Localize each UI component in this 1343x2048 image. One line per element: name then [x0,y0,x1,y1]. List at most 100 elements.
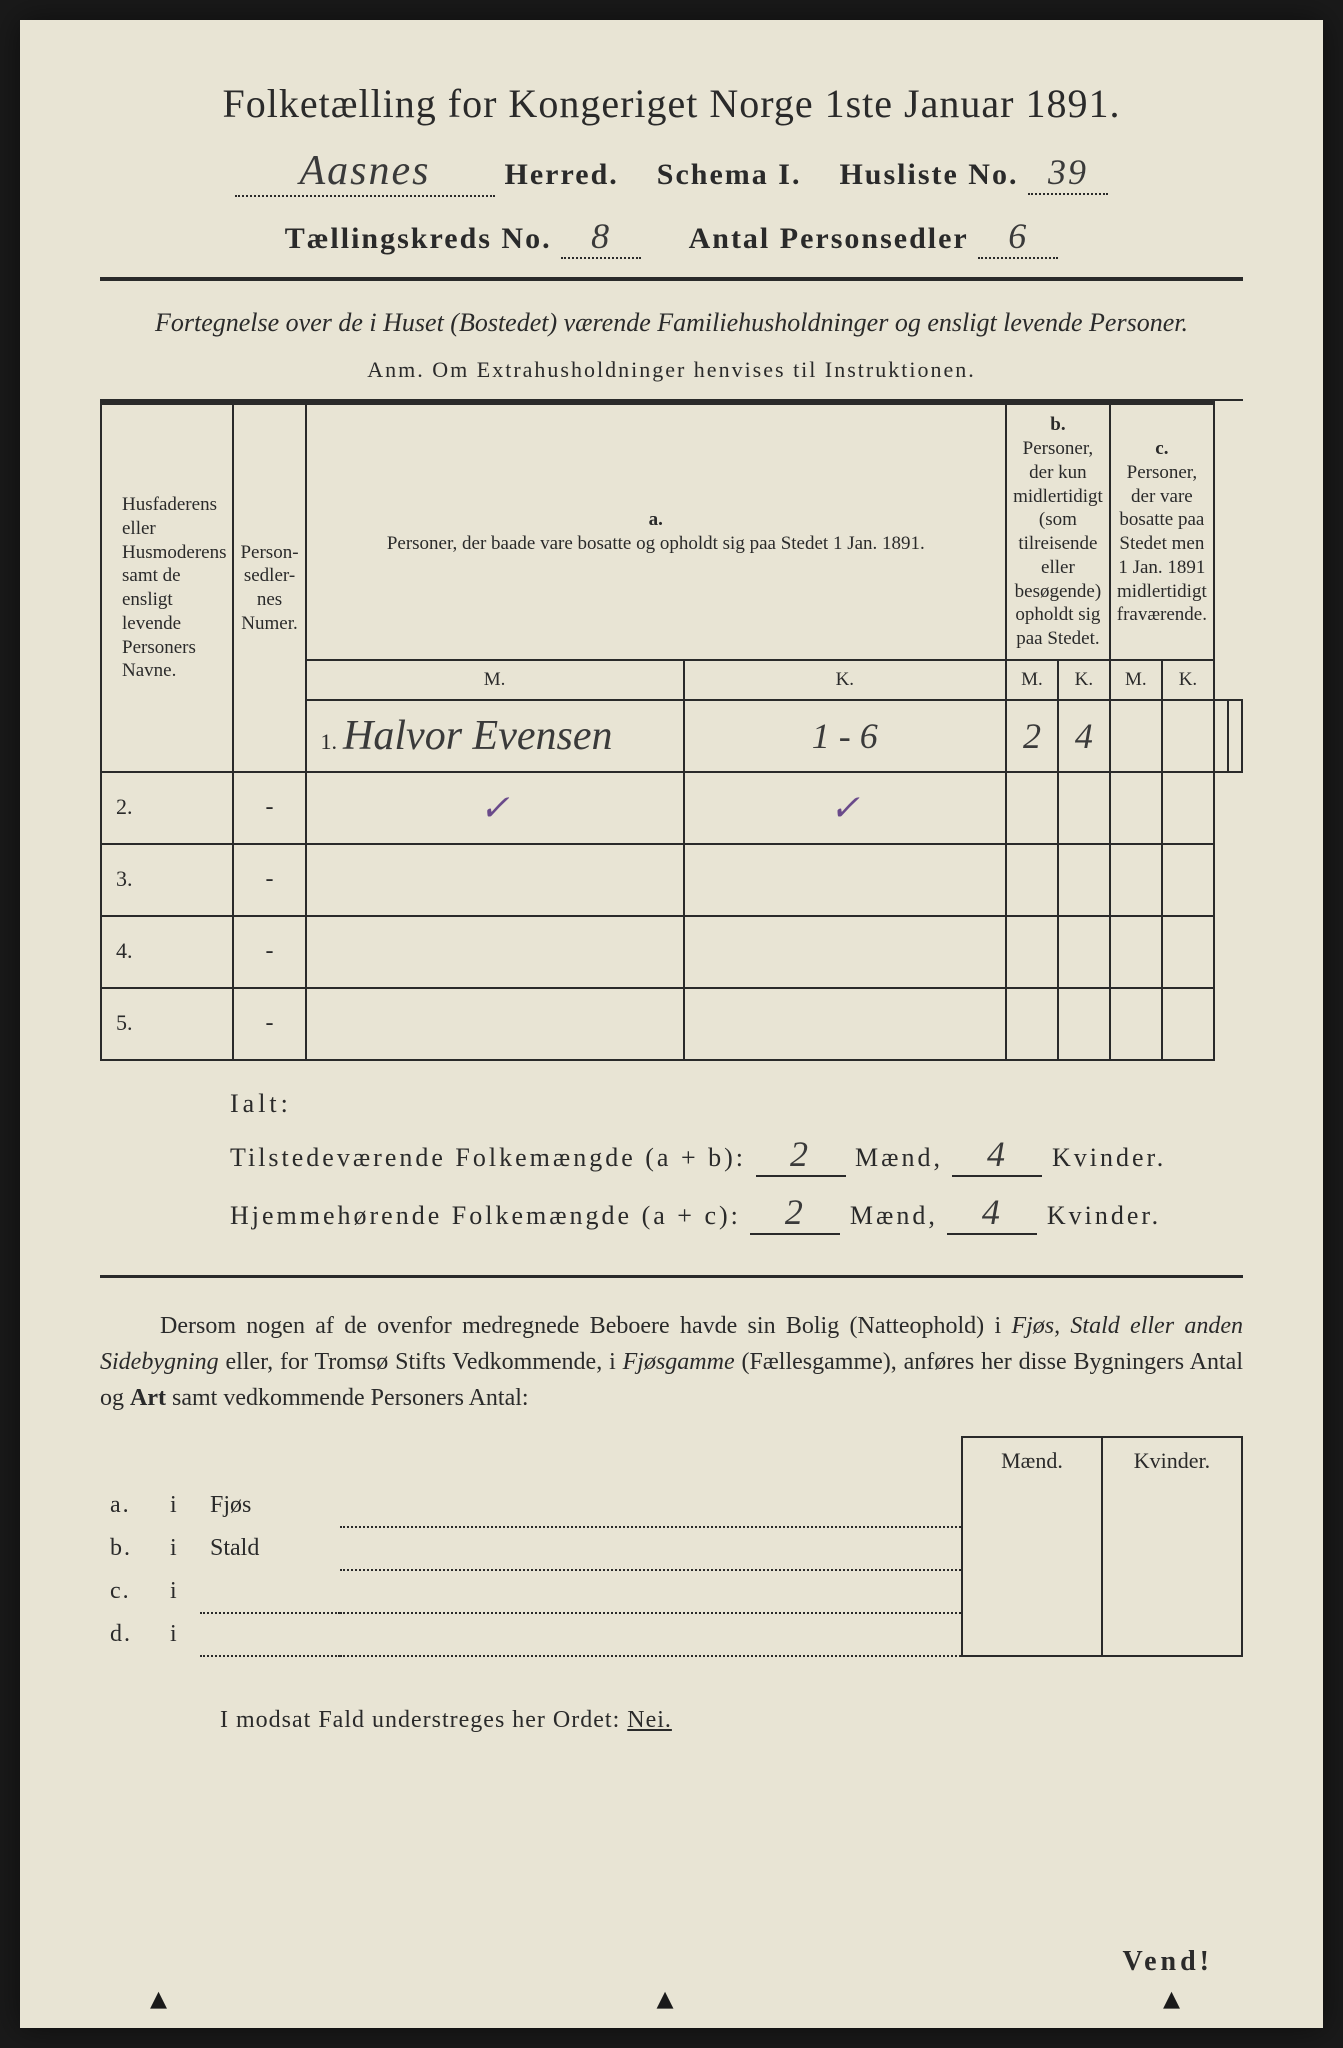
para-bold: Art [130,1385,166,1411]
divider [100,277,1243,281]
totals-label: Hjemmehørende Folkemængde (a + c): [230,1201,741,1230]
totals-row-resident: Hjemmehørende Folkemængde (a + c): 2 Mæn… [230,1191,1243,1235]
totals-m-value: 2 [790,1134,811,1174]
page-title: Folketælling for Kongeriget Norge 1ste J… [100,80,1243,127]
col-b-k: K. [1058,660,1110,700]
bt-m-cell [962,1570,1102,1613]
col-c-text: Personer, der vare bosatte paa Stedet me… [1117,462,1207,626]
row-num: - [233,988,305,1060]
totals-k-value: 4 [982,1192,1003,1232]
kvinder-label: Kvinder. [1052,1143,1166,1172]
bt-dots [200,1613,962,1656]
bt-m-cell [962,1527,1102,1570]
kreds-value: 8 [591,216,611,256]
cell-value [1110,772,1162,844]
cell-value: ✓ [830,788,860,828]
col-a-m: M. [306,660,684,700]
row-index: 1. [321,729,338,754]
cell-value: 2 [1023,716,1041,756]
cell-value [1058,772,1110,844]
row-num: 1 - 6 [812,716,878,756]
para-text: samt vedkommende Personers Antal: [166,1385,529,1411]
cell-value [1006,772,1058,844]
cell-value [1162,700,1214,772]
bt-dots [200,1570,962,1613]
bt-dots [340,1527,962,1570]
husliste-label: Husliste No. [839,158,1018,191]
bt-m-cell [962,1484,1102,1527]
kvinder-label: Kvinder. [1047,1201,1161,1230]
list-item: a. i Fjøs [100,1484,1242,1527]
bt-k-cell [1102,1527,1242,1570]
antal-label: Antal Personsedler [689,222,969,255]
col-b-text: Personer, der kun midlertidigt (som tilr… [1013,438,1103,649]
para-text: eller, for Tromsø Stifts Vedkommende, i [219,1349,623,1375]
bt-k-cell [1102,1613,1242,1656]
bt-k-cell [1102,1570,1242,1613]
totals-row-present: Tilstedeværende Folkemængde (a + b): 2 M… [230,1133,1243,1177]
maend-label: Mænd, [855,1143,943,1172]
header-line-2: Tællingskreds No. 8 Antal Personsedler 6 [100,215,1243,259]
row-index: 2. [116,794,133,819]
nei-text: I modsat Fald understreges her Ordet: [220,1707,627,1733]
subtitle: Fortegnelse over de i Huset (Bostedet) v… [100,305,1243,341]
col-header-b: b. Personer, der kun midlertidigt (som t… [1006,403,1110,660]
cell-value [1214,700,1228,772]
nei-line: I modsat Fald understreges her Ordet: Ne… [100,1707,1243,1734]
header-line-1: Aasnes Herred. Schema I. Husliste No. 39 [100,147,1243,197]
punch-mark-icon: ▴ [1163,1978,1193,2008]
cell-value: ✓ [479,788,509,828]
bt-dots [340,1484,962,1527]
col-header-a: a. Personer, der baade vare bosatte og o… [306,403,1007,660]
table-row: 3. - [101,844,1242,916]
vend-label: Vend! [1122,1946,1213,1978]
antal-value: 6 [1008,216,1028,256]
table-row: 4. - [101,916,1242,988]
col-b-m: M. [1006,660,1058,700]
bt-i: i [160,1570,200,1613]
col-header-names: Husfaderens eller Husmoderens samt de en… [101,403,233,772]
bt-kvinder-header: Kvinder. [1102,1437,1242,1484]
cell-value [1228,700,1242,772]
husliste-value: 39 [1048,152,1088,192]
col-a-text: Personer, der baade vare bosatte og opho… [387,533,925,554]
bt-i: i [160,1527,200,1570]
col-a-k: K. [684,660,1007,700]
cell-value [1162,772,1214,844]
table-row: 5. - [101,988,1242,1060]
row-name: Halvor Evensen [343,713,612,759]
schema-label: Schema I. [657,158,802,191]
cell-value [1110,700,1162,772]
maend-label: Mænd, [850,1201,938,1230]
household-table: Husfaderens eller Husmoderens samt de en… [100,401,1243,1061]
bt-maend-header: Mænd. [962,1437,1102,1484]
totals-k-value: 4 [987,1134,1008,1174]
bt-i: i [160,1484,200,1527]
list-item: d. i [100,1613,1242,1656]
outbuilding-paragraph: Dersom nogen af de ovenfor medregnede Be… [100,1308,1243,1416]
table-row: 2. - ✓ ✓ [101,772,1242,844]
totals-label: Tilstedeværende Folkemængde (a + b): [230,1143,746,1172]
row-num: - [233,916,305,988]
punch-mark-icon: ▴ [657,1978,687,2008]
col-header-numer: Person-sedler-nes Numer. [233,403,305,772]
divider [100,1275,1243,1278]
col-a-letter: a. [649,509,663,530]
bt-label: a. [100,1484,160,1527]
outbuilding-table: Mænd. Kvinder. a. i Fjøs b. i Stald c. i [100,1436,1243,1657]
herred-label: Herred. [505,158,619,191]
row-index: 4. [116,938,133,963]
herred-value: Aasnes [300,148,431,194]
list-item: b. i Stald [100,1527,1242,1570]
row-index: 5. [116,1010,133,1035]
kreds-label: Tællingskreds No. [285,222,552,255]
bt-m-cell [962,1613,1102,1656]
col-c-m: M. [1110,660,1162,700]
para-ital: Fjøsgamme [623,1349,735,1375]
bt-label: b. [100,1527,160,1570]
bt-name: Fjøs [200,1484,340,1527]
census-form-page: Folketælling for Kongeriget Norge 1ste J… [20,20,1323,2028]
ialt-label: Ialt: [230,1089,1243,1119]
nei-word: Nei. [627,1707,672,1733]
list-item: c. i [100,1570,1242,1613]
